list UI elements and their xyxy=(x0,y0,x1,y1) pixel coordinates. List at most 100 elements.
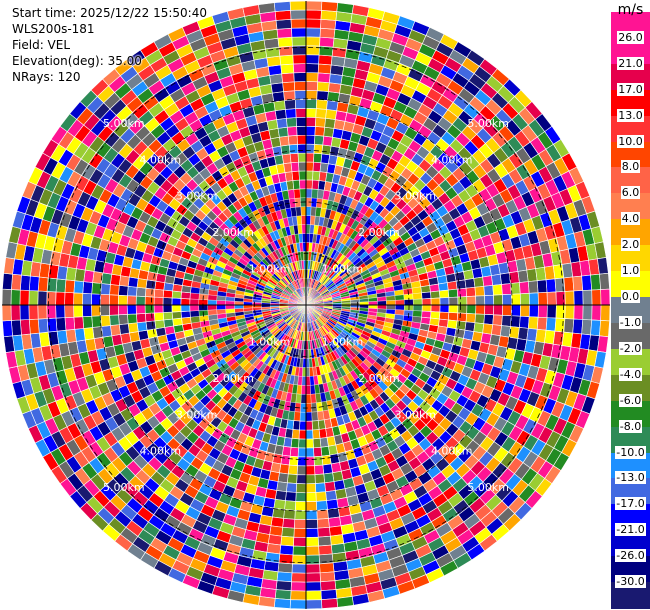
range-ring-label: 5.00km xyxy=(103,481,145,494)
ppi-gate-cell xyxy=(82,292,93,306)
ppi-gate-cell xyxy=(493,294,504,306)
ppi-gate-cell xyxy=(11,319,22,337)
ppi-gate-cell xyxy=(282,81,296,92)
ppi-gate-cell xyxy=(108,304,119,316)
ppi-gate-cell xyxy=(163,318,174,328)
ppi-gate-cell xyxy=(118,314,129,325)
ppi-gate-cell xyxy=(281,153,292,165)
ppi-gate-cell xyxy=(545,317,557,332)
ppi-gate-cell xyxy=(28,290,39,306)
ppi-gate-cell xyxy=(37,276,49,292)
ppi-gate-cell xyxy=(297,456,307,467)
ppi-gate-cell xyxy=(101,325,113,338)
ppi-gate-cell xyxy=(299,411,307,422)
ppi-gate-cell xyxy=(293,518,307,529)
ppi-gate-cell xyxy=(439,311,450,321)
ppi-gate-cell xyxy=(318,428,328,439)
ppi-gate-cell xyxy=(377,300,387,306)
ppi-gate-cell xyxy=(162,297,173,306)
ppi-gate-cell xyxy=(430,311,441,320)
ppi-gate-cell xyxy=(295,116,307,127)
ppi-gate-cell xyxy=(309,375,315,386)
colorbar-tick-label: -4.0 xyxy=(618,367,643,381)
ppi-gate-cell xyxy=(446,280,458,291)
ppi-gate-cell xyxy=(511,304,521,317)
ppi-gate-cell xyxy=(305,438,314,449)
ppi-gate-cell xyxy=(280,535,295,547)
ppi-gate-cell xyxy=(537,304,548,318)
station-label: WLS200s-181 xyxy=(12,22,95,36)
colorbar-tick-label: 4.0 xyxy=(620,212,641,226)
ppi-gate-cell xyxy=(275,18,292,30)
ppi-gate-cell xyxy=(501,283,512,296)
ppi-gate-cell xyxy=(313,455,324,467)
ppi-gate-cell xyxy=(92,271,104,284)
ppi-gate-cell xyxy=(314,135,325,146)
ppi-gate-cell xyxy=(3,335,15,353)
ppi-gate-cell xyxy=(473,276,485,288)
ppi-gate-cell xyxy=(591,304,602,321)
ppi-gate-cell xyxy=(180,310,191,319)
ppi-gate-cell xyxy=(291,36,307,47)
ppi-gate-cell xyxy=(55,291,66,306)
ppi-gate-cell xyxy=(286,482,297,493)
ppi-gate-cell xyxy=(321,454,332,466)
ppi-gate-cell xyxy=(278,45,294,57)
colorbar-unit-label: m/s xyxy=(617,2,644,18)
ppi-gate-cell xyxy=(305,367,310,377)
ppi-gate-cell xyxy=(295,483,307,494)
ppi-gate-cell xyxy=(421,298,432,306)
ppi-gate-cell xyxy=(274,109,287,120)
range-ring-label: 3.00km xyxy=(395,190,437,203)
ppi-gate-cell xyxy=(180,304,191,312)
ppi-gate-cell xyxy=(279,135,290,147)
ppi-gate-cell xyxy=(412,304,423,312)
ppi-gate-cell xyxy=(573,290,584,306)
ppi-gate-cell xyxy=(572,318,584,335)
ppi-gate-cell xyxy=(28,318,40,335)
ppi-gate-cell xyxy=(1,288,12,306)
ppi-gate-cell xyxy=(491,273,502,286)
ppi-gate-cell xyxy=(315,108,327,119)
ppi-gate-cell xyxy=(317,63,332,75)
ppi-gate-cell xyxy=(421,291,432,300)
ppi-gate-cell xyxy=(305,456,315,467)
ppi-gate-cell xyxy=(305,161,314,172)
ppi-gate-cell xyxy=(457,304,468,314)
ppi-gate-cell xyxy=(299,420,307,431)
ppi-gate-cell xyxy=(465,286,476,297)
ppi-gate-cell xyxy=(301,376,307,386)
ppi-gate-cell xyxy=(298,429,307,440)
ppi-gate-cell xyxy=(412,292,423,300)
ppi-gate-cell xyxy=(19,289,30,306)
ppi-gate-cell xyxy=(305,107,317,118)
ppi-gate-cell xyxy=(305,429,314,440)
ppi-gate-cell xyxy=(305,599,323,610)
ppi-gate-cell xyxy=(439,304,450,313)
ppi-gate-cell xyxy=(153,304,164,314)
colorbar-tick-label: 10.0 xyxy=(617,134,644,148)
ppi-gate-cell xyxy=(305,536,319,547)
ppi-gate-cell xyxy=(2,272,13,290)
ppi-gate-cell xyxy=(312,161,322,172)
ppi-gate-cell xyxy=(92,326,104,339)
ppi-gate-cell xyxy=(136,313,147,324)
ppi-gate-cell xyxy=(519,304,530,318)
colorbar-tick-label: -6.0 xyxy=(618,393,643,407)
ppi-gate-cell xyxy=(189,292,200,300)
ppi-gate-cell xyxy=(277,126,289,138)
range-ring-label: 3.00km xyxy=(176,190,218,203)
ppi-gate-cell xyxy=(302,367,307,377)
ppi-gate-cell xyxy=(305,99,318,109)
ppi-gate-cell xyxy=(290,581,307,592)
ppi-gate-cell xyxy=(493,304,504,316)
ppi-gate-cell xyxy=(258,596,276,608)
ppi-gate-cell xyxy=(305,170,314,181)
ppi-gate-cell xyxy=(127,285,138,297)
ppi-gate-cell xyxy=(287,135,298,146)
ppi-gate-cell xyxy=(296,215,302,226)
ppi-gate-cell xyxy=(294,90,307,100)
ppi-gate-cell xyxy=(537,292,548,306)
